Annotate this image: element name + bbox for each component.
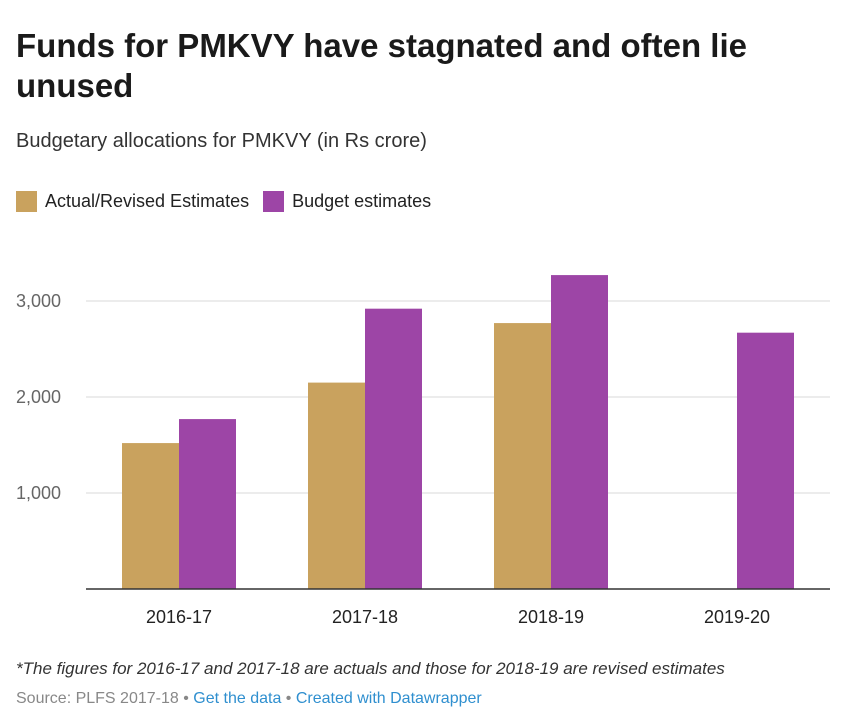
y-tick-label: 1,000 xyxy=(16,483,61,503)
legend: Actual/Revised Estimates Budget estimate… xyxy=(16,189,445,213)
bar xyxy=(737,332,794,589)
datawrapper-link[interactable]: Created with Datawrapper xyxy=(295,690,482,707)
source-text: Source: PLFS 2017-18 xyxy=(16,690,179,707)
bar-chart: 1,000 2,000 3,000 2016-17 2017-18 2018-19 2019… xyxy=(16,275,830,627)
y-tick-label: 3,000 xyxy=(16,291,61,311)
chart-note: *The figures for 2016-17 and 2017-18 are… xyxy=(16,659,725,678)
x-tick-label: 2017-18 xyxy=(332,607,398,627)
bar xyxy=(308,382,365,589)
footer-separator: • xyxy=(285,690,292,707)
legend-item-budget: Budget estimates xyxy=(263,189,431,213)
bar xyxy=(122,443,179,589)
chart-title: Funds for PMKVY have stagnated and often… xyxy=(16,27,747,104)
bar xyxy=(494,323,551,589)
x-tick-label: 2019-20 xyxy=(704,607,770,627)
legend-item-actual: Actual/Revised Estimates xyxy=(16,189,249,213)
legend-swatch-actual xyxy=(16,190,37,212)
get-data-link[interactable]: Get the data xyxy=(193,690,282,707)
legend-label-budget: Budget estimates xyxy=(292,191,432,211)
x-tick-label: 2016-17 xyxy=(146,607,212,627)
footer-separator: • xyxy=(183,690,189,707)
x-tick-label: 2018-19 xyxy=(518,607,584,627)
y-tick-label: 2,000 xyxy=(16,387,61,407)
legend-swatch-budget xyxy=(263,190,285,212)
bar xyxy=(365,308,422,589)
chart-subtitle: Budgetary allocations for PMKVY (in Rs c… xyxy=(16,130,427,152)
bar xyxy=(551,275,608,589)
chart-footer: Source: PLFS 2017-18 • Get the data • Cr… xyxy=(16,688,482,710)
legend-label-actual: Actual/Revised Estimates xyxy=(45,191,250,211)
bar xyxy=(179,419,236,589)
